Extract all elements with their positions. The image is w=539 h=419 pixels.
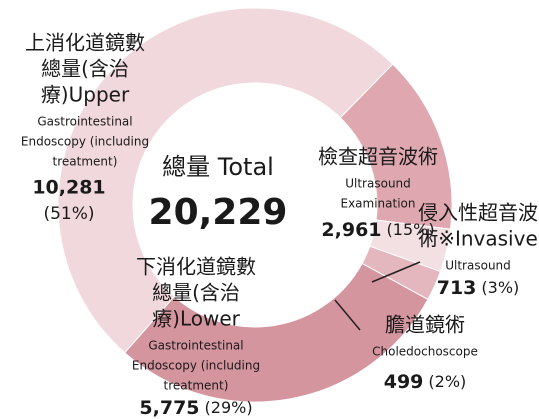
slice-label: 膽道鏡術 <box>385 313 465 337</box>
leader-line <box>334 299 361 331</box>
slice-label: 療)Upper <box>41 83 130 107</box>
percent-label: (51%) <box>43 204 94 224</box>
slice-label: Endoscopy (including <box>21 135 149 149</box>
slice-label: 下消化道鏡數 <box>136 255 256 279</box>
slice-label: 術※Invasive <box>418 227 538 251</box>
donut-slice <box>124 262 429 403</box>
total-value: 20,229 <box>149 192 288 233</box>
percent-label: (2%) <box>428 372 466 391</box>
value-label: 5,775 (29%) <box>139 397 252 419</box>
donut-slice <box>57 7 394 354</box>
value-number: 2,961 <box>321 219 381 241</box>
value-number: 5,775 <box>139 397 199 419</box>
slice-label: Ultrasound <box>345 177 411 191</box>
slice-label: Examination <box>340 197 415 211</box>
slice-label: Choledochoscope <box>372 345 478 359</box>
slice-label: Gastrointestinal <box>148 339 243 353</box>
slice-label: 療)Lower <box>152 307 240 331</box>
slice-label: 上消化道鏡數 <box>25 31 145 55</box>
slice-label: 總量(含治 <box>41 57 129 81</box>
slice-label: 總量(含治 <box>152 281 240 305</box>
slice-label: treatment) <box>164 379 229 393</box>
percent-label: (3%) <box>481 278 519 297</box>
slice-label: Gastrointestinal <box>37 115 132 129</box>
value-label: 713 (3%) <box>437 277 520 299</box>
slice-label: treatment) <box>53 155 118 169</box>
value-number: 499 <box>384 371 424 393</box>
value-label: 2,961 (15%) <box>321 219 434 241</box>
percent-label: (29%) <box>205 398 253 417</box>
slice-label: Ultrasound <box>445 259 511 273</box>
slice-label: 檢查超音波術 <box>318 145 438 169</box>
value-label: 10,281 <box>32 177 105 199</box>
center-label: 總量 Total <box>162 153 274 181</box>
value-label: 499 (2%) <box>384 371 467 393</box>
slice-label: 侵入性超音波 <box>418 201 538 225</box>
percent-label: (15%) <box>387 220 435 239</box>
value-number: 713 <box>437 277 477 299</box>
leader-line <box>371 261 421 283</box>
slice-label: Endoscopy (including <box>132 359 260 373</box>
